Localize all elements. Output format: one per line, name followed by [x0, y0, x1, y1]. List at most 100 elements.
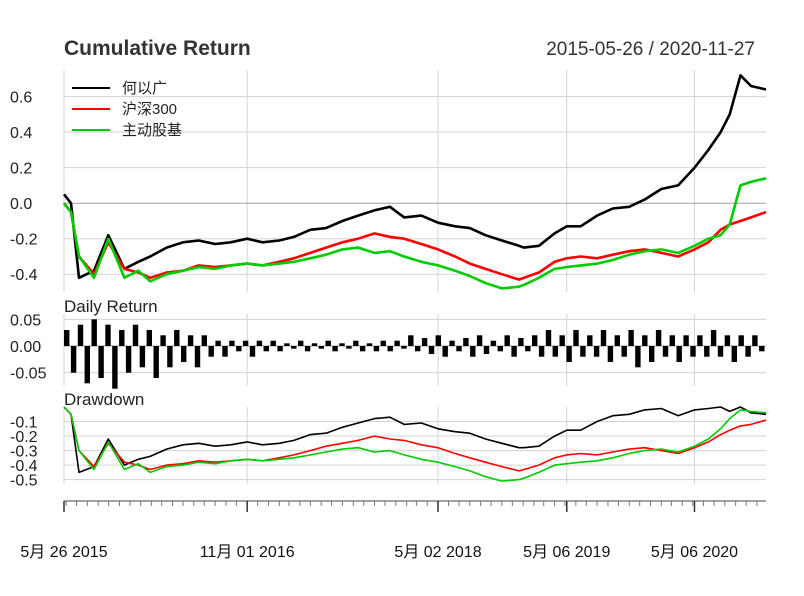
daily-bar: [697, 335, 703, 346]
daily-bar: [435, 335, 441, 346]
daily-bar: [311, 343, 318, 346]
daily-bar: [139, 346, 146, 368]
chart-title: Cumulative Return: [64, 37, 251, 60]
daily-bar: [552, 346, 558, 357]
daily-bar: [456, 346, 462, 352]
daily-bar: [710, 330, 717, 346]
daily-bar: [442, 346, 448, 357]
cumulative-line-1: [62, 202, 767, 281]
legend-label: 主动股基: [122, 122, 182, 139]
daily-bar: [284, 343, 290, 346]
cumulative-line-2: [62, 177, 767, 290]
daily-bar: [731, 346, 737, 362]
daily-bar: [332, 346, 338, 352]
daily-bar: [373, 346, 380, 352]
daily-bar: [676, 346, 682, 362]
y-tick-label: 0.0: [10, 196, 32, 213]
x-axis: 5月 26 2015 11月 01 2016 5月 02 2018 5月 06 201…: [20, 500, 766, 561]
daily-bar: [538, 346, 545, 357]
daily-bar: [125, 346, 132, 373]
x-tick-label: 5月 06 2020: [651, 544, 738, 561]
daily-bar: [366, 343, 373, 346]
daily-bar: [160, 335, 166, 346]
daily-bar: [415, 346, 421, 352]
daily-bar: [525, 346, 531, 352]
daily-bar: [497, 346, 503, 352]
y-tick-label: 0.6: [10, 90, 32, 107]
drawdown-line-1: [63, 406, 767, 472]
drawdown-line-0: [63, 406, 767, 474]
daily-bar: [470, 346, 476, 357]
daily-bar: [181, 346, 187, 362]
daily-bar: [642, 335, 648, 346]
daily-bar: [359, 346, 366, 352]
cumulative-lines-layer: [62, 74, 767, 290]
daily-bar: [263, 346, 269, 352]
daily-bar: [621, 346, 627, 357]
daily-bar: [580, 346, 586, 357]
daily-bar: [236, 346, 242, 352]
legend-label: 沪深300: [122, 101, 177, 118]
daily-bar: [587, 335, 593, 346]
y-tick-label: 0.00: [10, 339, 41, 356]
daily-bar: [573, 330, 579, 346]
daily-bar: [339, 343, 345, 346]
y-tick-label: 0.05: [10, 312, 41, 329]
daily-bar: [518, 338, 524, 346]
daily-bar: [119, 330, 125, 346]
daily-bar: [132, 324, 139, 346]
y-tick-label: -0.5: [10, 473, 38, 490]
daily-bar: [84, 346, 90, 384]
daily-bar: [105, 324, 111, 346]
daily-bar: [194, 346, 201, 368]
daily-bar: [387, 346, 393, 352]
drawdown-lines-layer: [63, 406, 767, 482]
x-tick-label: 5月 26 2015: [20, 544, 107, 561]
daily-bar: [607, 346, 614, 362]
daily-bar: [112, 346, 118, 389]
daily-bar: [353, 340, 359, 346]
daily-bar: [635, 346, 641, 368]
daily-bar: [655, 330, 662, 346]
daily-bar: [662, 346, 669, 357]
daily-bar: [70, 346, 77, 373]
date-range: 2015-05-26 / 2020-11-27: [546, 39, 755, 60]
daily-bar: [511, 346, 517, 357]
daily-bar: [490, 340, 497, 346]
daily-bar: [98, 346, 104, 378]
daily-bar: [401, 346, 407, 349]
daily-bar: [222, 346, 228, 357]
daily-bar: [504, 335, 510, 346]
daily-bar: [229, 340, 235, 346]
daily-bar: [690, 346, 696, 357]
y-tick-label: -0.4: [10, 267, 38, 284]
daily-bar: [146, 330, 152, 346]
daily-bar: [704, 346, 710, 357]
y-tick-label: -0.05: [10, 366, 47, 383]
daily-bar: [187, 335, 194, 346]
daily-bar: [545, 330, 552, 346]
daily-bar: [628, 330, 634, 346]
daily-bar: [752, 335, 758, 346]
daily-return-title: Daily Return: [64, 297, 158, 316]
daily-bar: [298, 340, 304, 346]
daily-bar: [649, 346, 655, 362]
daily-bar: [532, 335, 538, 346]
daily-bar: [215, 340, 221, 346]
daily-bar: [559, 335, 565, 346]
daily-bar: [745, 346, 751, 357]
y-tick-label: -0.1: [10, 415, 38, 432]
daily-bar: [463, 338, 469, 346]
daily-bar: [249, 346, 256, 357]
y-tick-label: 0.2: [10, 161, 32, 178]
daily-bar: [201, 335, 207, 346]
daily-bar: [738, 335, 744, 346]
daily-bar: [346, 346, 352, 349]
daily-bar: [669, 335, 675, 346]
daily-bar: [566, 346, 572, 362]
daily-bar: [421, 338, 428, 346]
daily-bar: [614, 335, 620, 346]
legend-label: 何以广: [122, 80, 167, 97]
